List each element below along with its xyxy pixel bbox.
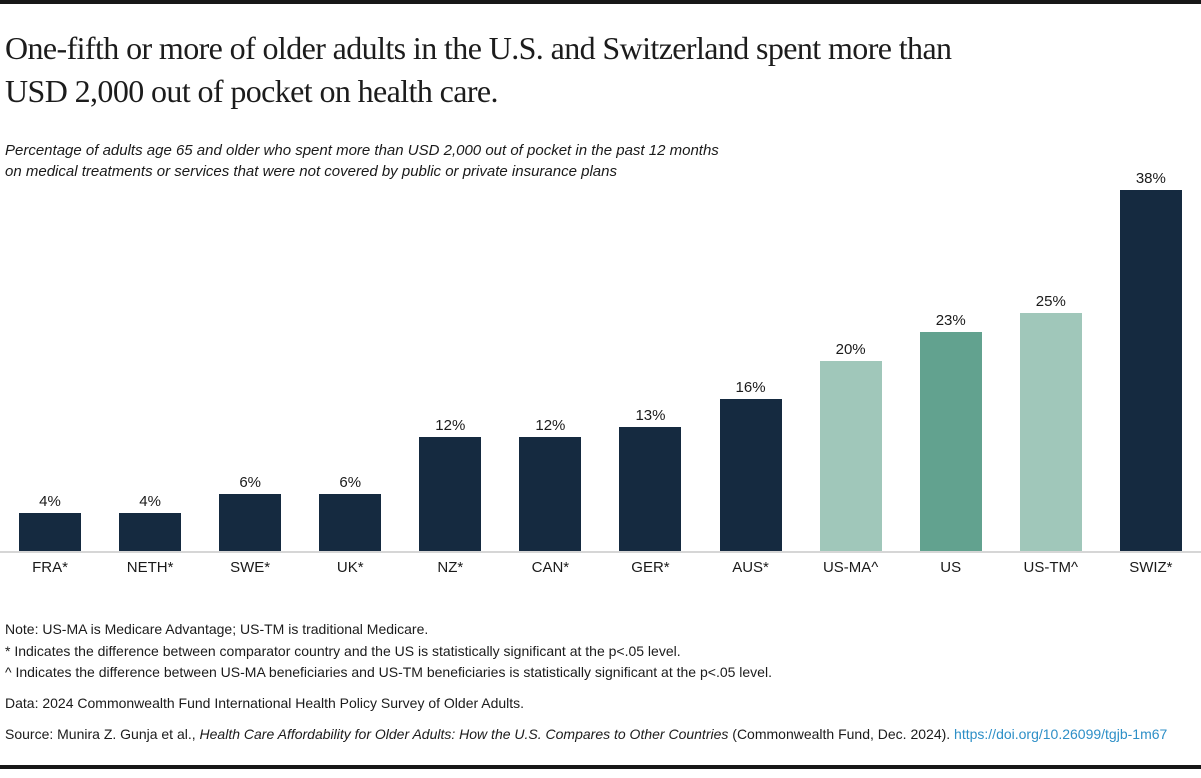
chart-subtitle: Percentage of adults age 65 and older wh… [5,140,1186,182]
x-axis-label: FRA* [32,559,68,576]
plot-area: 4% 4% 6% 6% 12% 12% 13% 16% 20% 23% 25% 38% [0,170,1201,553]
bar-AUS*: 16% [719,379,782,551]
bar-value-label: 13% [635,407,666,424]
bottom-rule [0,764,1201,769]
bar-US-TM^: 25% [1019,293,1082,551]
source-credit: Source: Munira Z. Gunja et al., Health C… [5,726,1186,742]
bar-value-label: 12% [435,417,466,434]
bar-value-label: 25% [1035,293,1066,310]
note-line-1: Note: US-MA is Medicare Advantage; US-TM… [5,621,429,637]
data-credit: Data: 2024 Commonwealth Fund Internation… [5,694,525,711]
doi-link[interactable]: https://doi.org/10.26099/tgjb-1m67 [954,725,1168,742]
page-title-line1: One-fifth or more of older adults in the… [5,30,952,66]
x-axis-label: SWE* [230,559,271,576]
bar-value-label: 6% [339,474,362,491]
bar-SWIZ*: 38% [1119,170,1182,551]
x-axis-label: SWIZ* [1129,559,1173,576]
bar-US: 23% [919,312,982,551]
bar-value-label: 6% [239,474,261,491]
bar-value-label: 4% [139,493,161,510]
bar-SWE*: 6% [219,474,282,551]
x-axis-label: US-TM^ [1023,559,1079,576]
bar-chart: 4% 4% 6% 6% 12% 12% 13% 16% 20% 23% 25% 38% FRA* NET… [0,170,1201,576]
bar-value-label: 23% [935,312,966,329]
x-axis-label: US-MA^ [822,559,879,576]
note-line-2: * Indicates the difference between compa… [5,642,681,659]
bar-GER*: 13% [619,407,682,551]
notes-block: Note: US-MA is Medicare Advantage; US-TM… [5,619,1186,684]
x-axis-label: US [940,559,962,576]
bar-NZ*: 12% [419,417,482,551]
x-axis-label: NETH* [126,559,174,576]
bar-CAN*: 12% [519,417,582,551]
x-axis-labels: FRA* NETH* SWE* UK* NZ* CAN* GER* AUS* US-MA^ US U… [0,553,1201,576]
x-axis-label: NZ* [437,559,464,576]
bar-UK*: 6% [319,474,382,551]
x-axis-label: GER* [631,559,670,576]
page-title-line2: USD 2,000 out of pocket on health care. [5,73,499,109]
bar-US-MA^: 20% [819,341,882,551]
x-axis-label: UK* [336,559,364,576]
chart-subtitle-line1: Percentage of adults age 65 and older wh… [5,142,719,159]
bar-value-label: 12% [535,417,566,434]
bar-value-label: 38% [1135,170,1166,187]
source-prefix: Source: Munira Z. Gunja et al., [5,725,200,742]
x-axis-label: AUS* [732,559,769,576]
bar-value-label: 4% [39,493,61,510]
chart-subtitle-line2: on medical treatments or services that w… [5,163,617,180]
bar-FRA*: 4% [19,493,81,551]
source-suffix: (Commonwealth Fund, Dec. 2024). [728,725,955,742]
bar-value-label: 20% [835,341,866,358]
bar-NETH*: 4% [119,493,182,551]
top-rule [0,0,1201,4]
x-axis-label: CAN* [531,559,570,576]
bar-value-label: 16% [735,379,766,396]
source-publication-title: Health Care Affordability for Older Adul… [199,725,729,742]
page-title: One-fifth or more of older adults in the… [5,27,1186,113]
note-line-3: ^ Indicates the difference between US-MA… [5,664,772,680]
